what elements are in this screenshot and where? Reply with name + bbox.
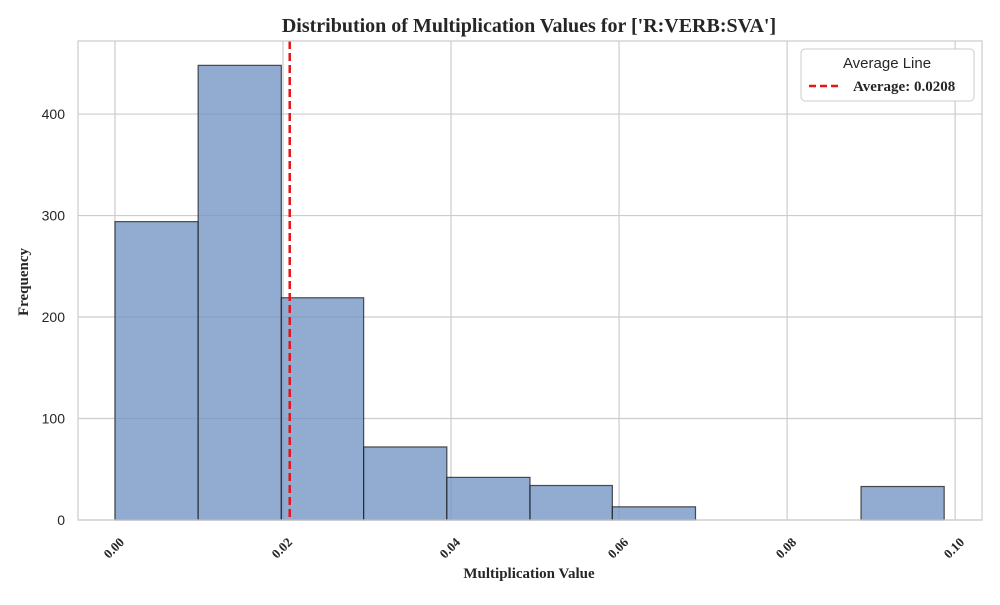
x-tick-label: 0.10 [941, 535, 968, 562]
histogram-bar [446, 476, 531, 521]
y-tick-label: 0 [57, 512, 65, 528]
y-tick-label: 200 [42, 309, 66, 325]
histogram-bar [860, 485, 945, 521]
legend: Average Line Average: 0.0208 [800, 48, 975, 102]
histogram-bar [529, 484, 613, 521]
legend-title: Average Line [843, 55, 931, 72]
histogram-bar [611, 506, 697, 521]
plot-frame [77, 40, 983, 521]
y-tick-label: 400 [42, 106, 66, 122]
histogram-bar [280, 297, 365, 521]
x-tick-label: 0.08 [773, 534, 800, 561]
x-axis-label: Multiplication Value [463, 566, 595, 582]
bars-layer [114, 64, 945, 521]
x-tick-label: 0.06 [604, 534, 631, 561]
x-tick-label: 0.04 [436, 534, 463, 561]
histogram-bar [114, 221, 199, 521]
x-tick-label: 0.00 [100, 535, 127, 562]
legend-box [800, 48, 975, 102]
y-tick-label: 100 [42, 411, 66, 427]
x-tick-labels: 0.00 0.02 0.04 0.06 0.08 0.10 [100, 534, 967, 561]
y-tick-label: 300 [42, 208, 66, 224]
y-axis-label: Frequency [16, 247, 32, 316]
histogram-bar [197, 64, 282, 521]
legend-average-label: Average: 0.0208 [853, 79, 955, 95]
histogram-bar [363, 446, 448, 521]
y-tick-labels: 0 100 200 300 400 [42, 106, 66, 528]
x-tick-label: 0.02 [268, 535, 295, 562]
chart-title: Distribution of Multiplication Values fo… [282, 15, 776, 37]
